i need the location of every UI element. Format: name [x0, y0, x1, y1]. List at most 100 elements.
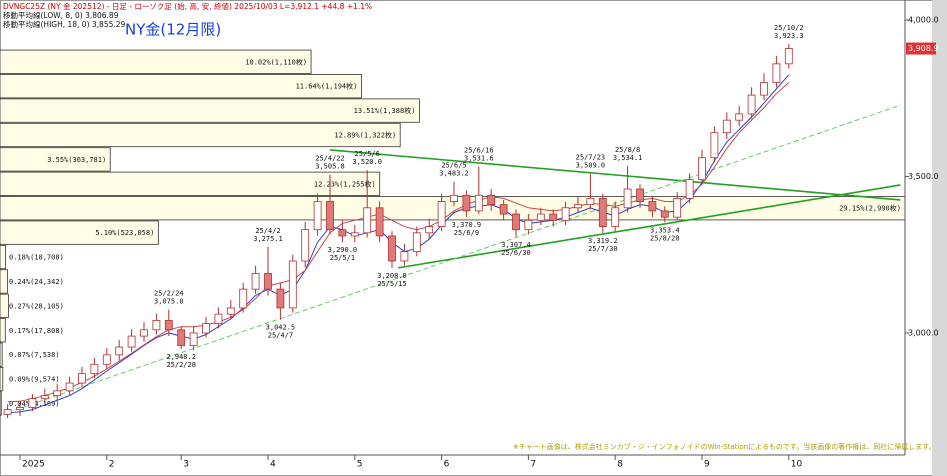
- x-tick-label: 5: [357, 460, 363, 470]
- annotation-price: 3,509.0: [576, 162, 606, 170]
- annotation-price: 3,208.0: [377, 272, 407, 280]
- y-tick-label: 3,000.0: [908, 328, 939, 337]
- candle-body: [512, 213, 520, 231]
- profile-label: 13.51%(1,388枚): [354, 106, 416, 115]
- annotation-date: 25/4/7: [268, 332, 293, 340]
- profile-bar: [0, 342, 3, 367]
- annotation-price: 3,370.9: [452, 221, 482, 229]
- candle-body: [338, 229, 347, 237]
- x-tick-label: 9: [704, 460, 710, 470]
- footnote: ※チャート画像は、株式会社ミンカブ・ジ・インフォノイドのWin-Stationに…: [513, 442, 936, 451]
- candle-body: [3, 409, 12, 415]
- annotation-date: 25/5/1: [330, 254, 355, 262]
- annotation-date: 25/8/8: [615, 146, 640, 154]
- candle-body: [660, 210, 669, 218]
- annotation-price: 3,042.5: [266, 324, 296, 332]
- candle-body: [164, 320, 173, 331]
- candle-body: [474, 194, 483, 212]
- candle-body: [784, 48, 793, 65]
- annotation-date: 25/5/15: [377, 280, 407, 288]
- profile-label: 11.64%(1,194枚): [296, 82, 358, 91]
- annotation-price: 3,534.1: [613, 154, 643, 162]
- x-tick-label: 4: [270, 460, 276, 470]
- profile-label: 5.10%(523,058): [95, 229, 154, 237]
- profile-label: 12.23%(1,255枚): [314, 179, 376, 188]
- moving-average: [7, 74, 790, 414]
- candle-body: [301, 229, 310, 262]
- profile-bar: [0, 293, 9, 318]
- profile-bar: [0, 147, 111, 172]
- profile-bar: [0, 220, 159, 245]
- candle-body: [102, 354, 111, 365]
- candle-body: [251, 273, 260, 290]
- annotation-price: 3,075.0: [154, 297, 184, 305]
- annotation-date: 25/10/2: [774, 24, 804, 32]
- candle-body: [239, 288, 248, 309]
- annotation-date: 25/7/23: [576, 154, 606, 162]
- legend-value: 3,806.89: [85, 11, 119, 20]
- profile-label: 3.55%(363,781): [47, 156, 106, 164]
- candle-body: [152, 320, 161, 331]
- annotation-price: 3,483.2: [439, 170, 469, 178]
- x-tick-label: 2025: [22, 460, 45, 470]
- annotation-price: 3,290.0: [328, 246, 358, 254]
- x-tick-label: 7: [530, 460, 536, 470]
- candle-body: [53, 390, 62, 396]
- annotation-date: 25/4/2: [255, 227, 280, 235]
- profile-label: 10.02%(1,110枚): [245, 57, 307, 66]
- annotation-price: 3,505.8: [315, 163, 345, 171]
- profile-bar: [0, 366, 4, 392]
- candle-body: [574, 204, 582, 209]
- candle-body: [437, 201, 446, 227]
- annotation-price: 3,353.4: [650, 226, 680, 234]
- candle-body: [288, 260, 297, 309]
- candle-body: [28, 398, 37, 408]
- candle-body: [350, 232, 359, 237]
- candle-body: [276, 288, 285, 309]
- chart-title: NY金(12月限): [125, 21, 221, 39]
- candle-body: [16, 407, 24, 411]
- candle-body: [388, 235, 396, 262]
- x-tick-label: 6: [444, 460, 450, 470]
- legend-entry: 移動平均線(HIGH, 18, 0) 3,855.29: [3, 19, 126, 29]
- candle-body: [549, 213, 558, 221]
- candle-body: [561, 207, 570, 221]
- profile-bar: [0, 171, 381, 196]
- legend-entry: 移動平均線(LOW, 8, 0) 3,806.89: [3, 10, 119, 20]
- candle-body: [363, 207, 372, 234]
- profile-label: 0.09%(9,574): [9, 376, 60, 384]
- candle-body: [598, 197, 607, 227]
- x-tick-label: 3: [183, 460, 189, 470]
- annotation-price: 2,948.2: [166, 353, 196, 361]
- candle-body: [400, 251, 409, 262]
- profile-bar: [0, 318, 6, 343]
- last-price-label: 3,908.9: [908, 44, 939, 53]
- y-tick-label: 3,500.0: [908, 172, 939, 181]
- candle-body: [611, 207, 620, 227]
- profile-label: 12.89%(1,322枚): [334, 130, 396, 139]
- legend-name: 移動平均線(HIGH, 18, 0): [3, 19, 90, 29]
- scroll-bar[interactable]: [932, 0, 947, 476]
- candle-body: [499, 204, 508, 215]
- trendline: [14, 104, 901, 411]
- x-tick-label: 8: [617, 460, 623, 470]
- profile-bar: [0, 49, 312, 74]
- profile-label: 29.15%(2,990枚): [839, 204, 901, 213]
- candle-body: [747, 94, 756, 115]
- candle-body: [177, 329, 186, 346]
- header: DVNGC25Z (NY 金 202512) - 日足 - ローソク足 (始, …: [3, 1, 372, 11]
- candle-body: [90, 363, 99, 375]
- profile-label: 0.18%(18,708): [9, 254, 64, 262]
- candle-body: [425, 226, 434, 234]
- candle-body: [710, 132, 719, 159]
- annotation-price: 3,307.4: [501, 241, 531, 249]
- candle-body: [264, 273, 272, 290]
- y-tick-label: 4,000.0: [908, 16, 939, 25]
- annotation-date: 25/8/20: [650, 234, 680, 242]
- profile-bar: [0, 122, 401, 148]
- x-tick-label: 2: [109, 460, 115, 470]
- profile-bar: [0, 98, 420, 123]
- profile-label: 0.24%(24,342): [9, 278, 64, 286]
- candle-body: [673, 197, 682, 218]
